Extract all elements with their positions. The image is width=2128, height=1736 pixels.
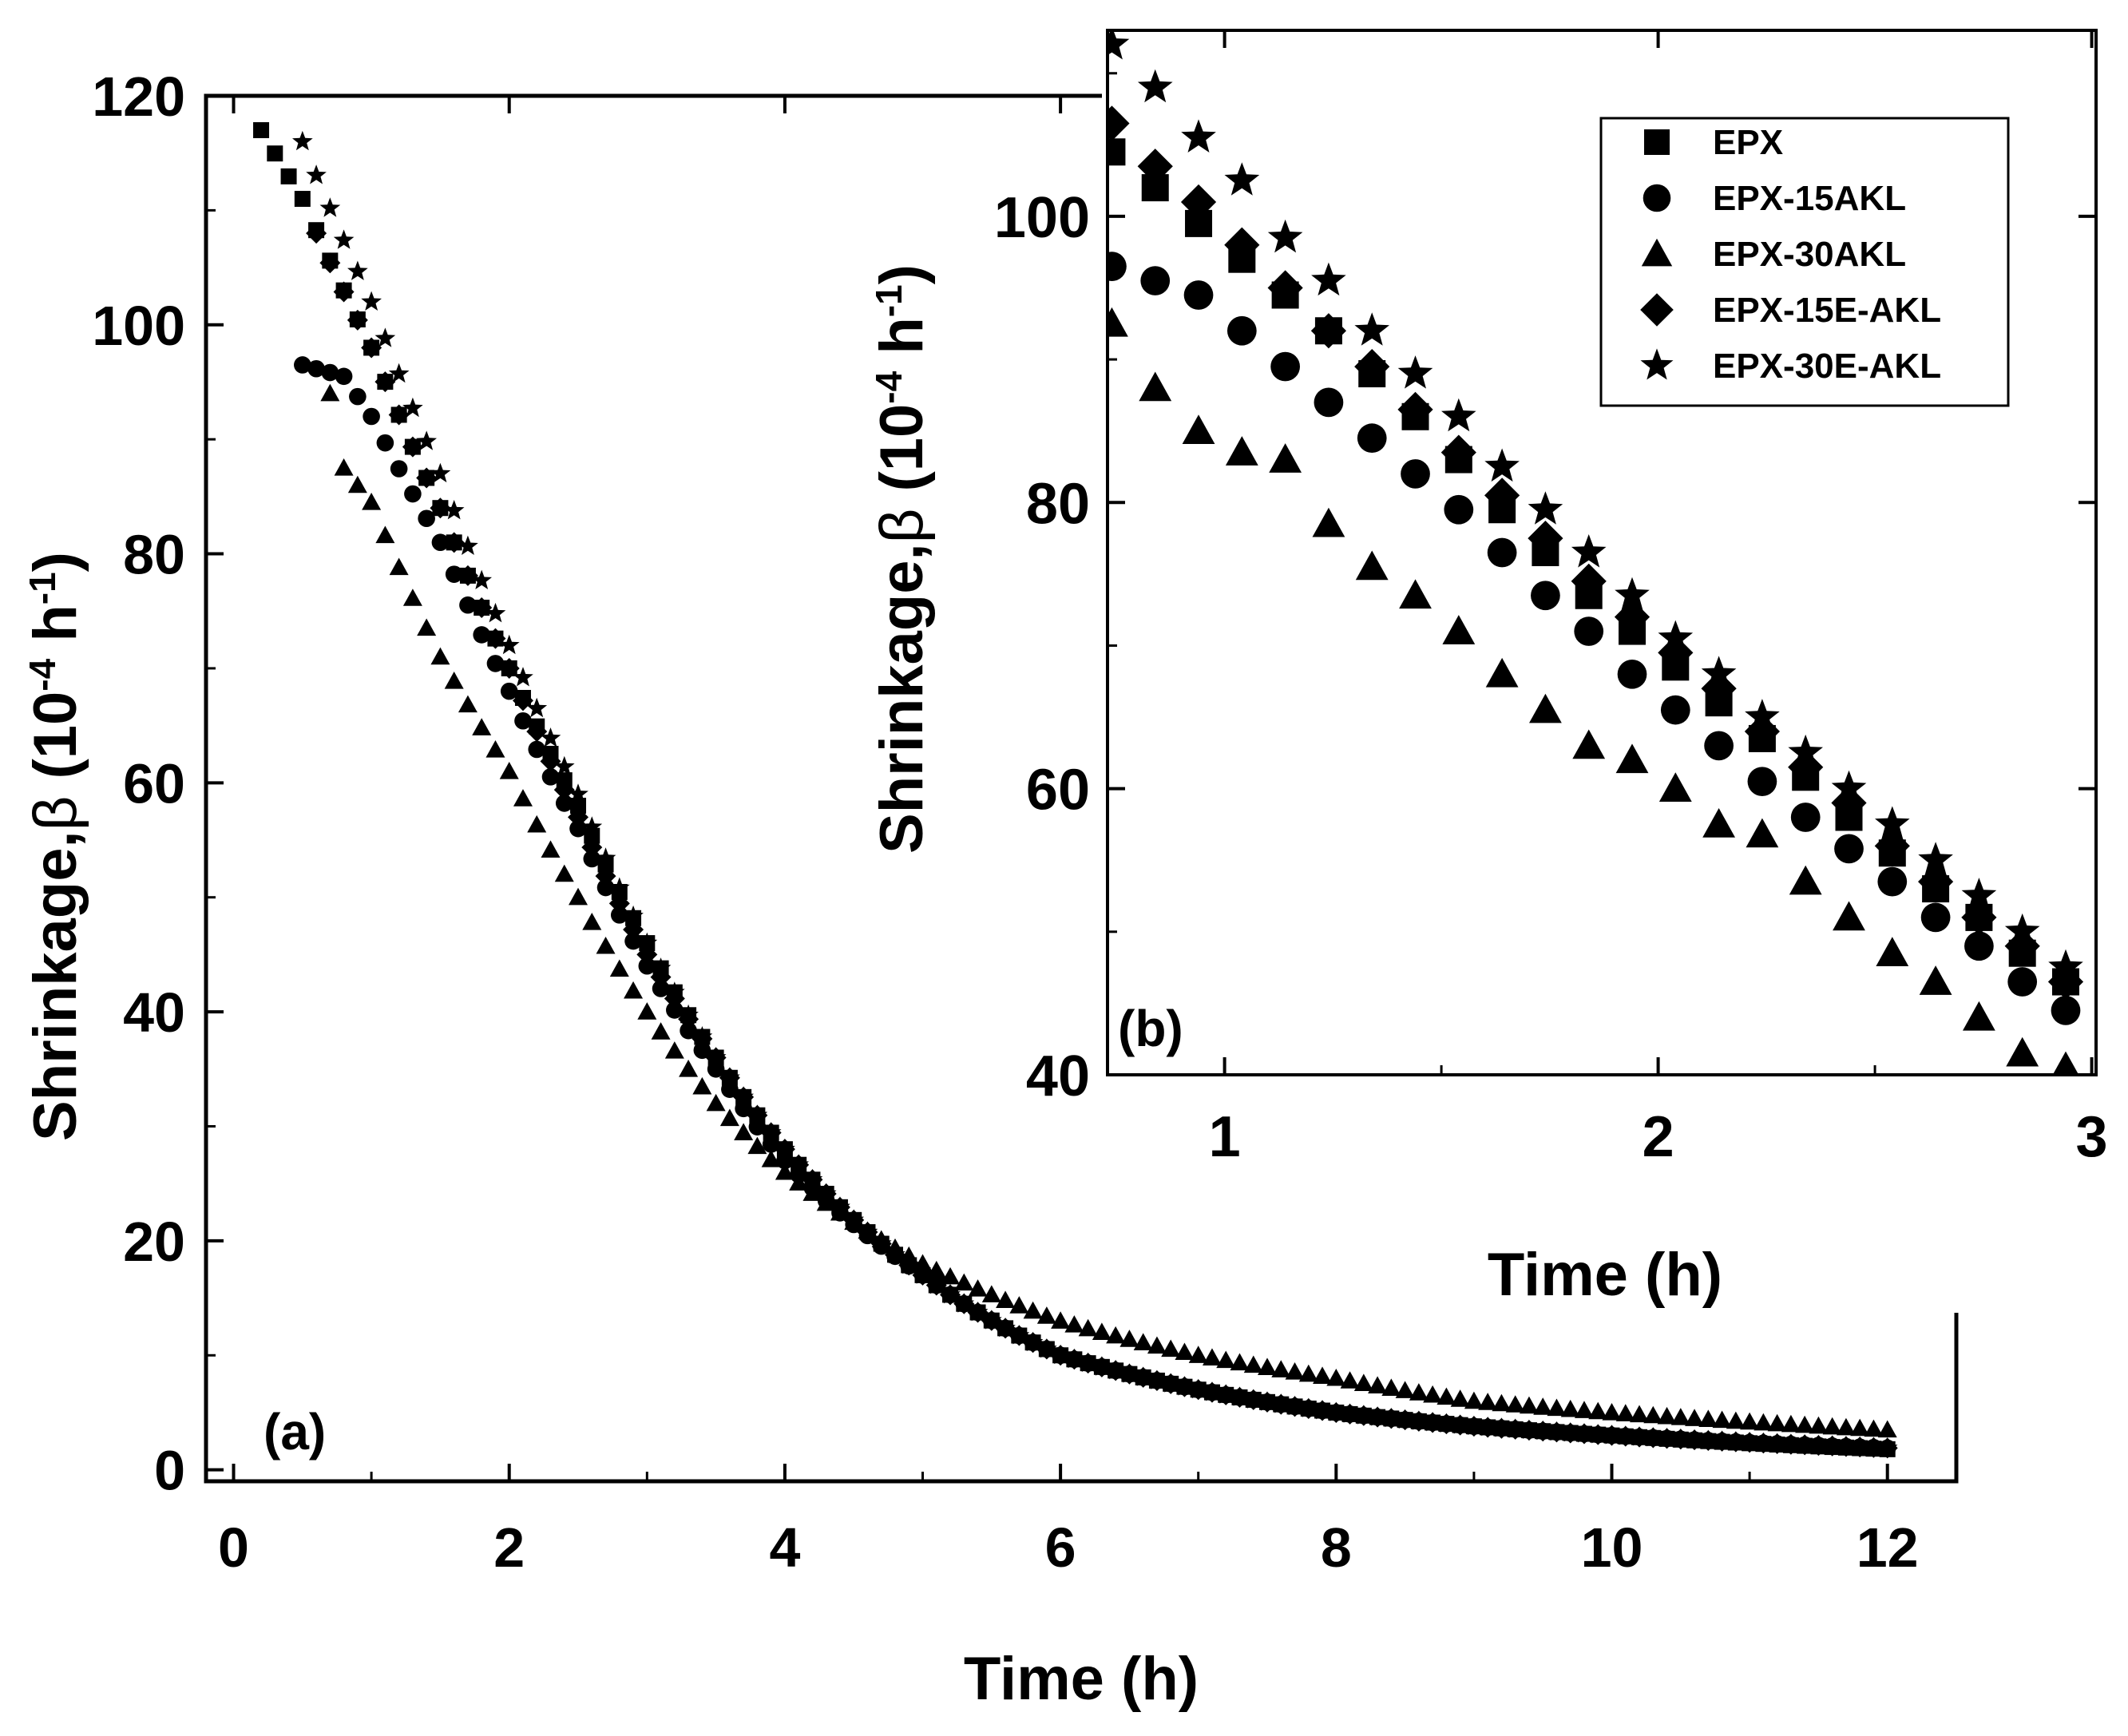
inset-y-axis-title: Shrinkage,β (10-4 h-1)	[868, 264, 936, 854]
inset-point-epx-15akl	[1401, 459, 1430, 489]
main-x-tick-label: 10	[1581, 1516, 1643, 1579]
main-x-tick-label: 0	[218, 1516, 249, 1579]
inset-point-epx-15akl	[1661, 696, 1690, 725]
inset-panel-label: (b)	[1118, 1000, 1183, 1057]
main-y-tick-label: 0	[154, 1440, 185, 1502]
legend-label-epx-15akl: EPX-15AKL	[1713, 179, 1906, 218]
inset-y-tick-label: 60	[1026, 759, 1090, 822]
legend-label-epx-30e-akl: EPX-30E-AKL	[1713, 347, 1941, 386]
inset-point-epx-15akl	[1748, 767, 1777, 796]
legend: EPX EPX-15AKL EPX-30AKL EPX-15E-AKL EPX-…	[1601, 118, 2008, 406]
legend-marker-epx-15akl	[1643, 184, 1671, 212]
inset-point-epx-15akl	[1877, 867, 1907, 897]
main-x-tick-label: 12	[1857, 1516, 1919, 1579]
main-x-tick-label: 4	[769, 1516, 800, 1579]
main-point-epx	[267, 145, 283, 161]
inset-x-tick-label: 2	[1643, 1105, 1674, 1169]
inset-point-epx-15akl	[1227, 316, 1257, 346]
inset-point-epx-15akl	[2051, 996, 2081, 1025]
main-point-epx	[281, 168, 297, 184]
main-point-epx-15akl	[528, 741, 545, 759]
main-point-epx-15akl	[390, 460, 408, 478]
inset-point-epx-15akl	[1140, 266, 1170, 295]
inset-y-title-exp1: -4	[868, 371, 909, 403]
inset-point-epx-15akl	[1531, 581, 1560, 610]
inset-point-epx-15akl	[1704, 731, 1734, 761]
inset-x-tick-label: 1	[1209, 1105, 1241, 1169]
main-point-epx-15akl	[418, 509, 435, 527]
main-y-title-symbol: β	[22, 796, 89, 831]
main-y-tick-label: 100	[92, 295, 185, 357]
inset-y-title-exp2: -1	[868, 284, 909, 317]
inset-point-epx-15akl	[1791, 803, 1821, 832]
main-point-epx	[253, 122, 269, 138]
main-panel-label: (a)	[264, 1403, 326, 1461]
main-y-tick-label: 120	[92, 65, 185, 128]
inset-y-title-symbol: β	[868, 509, 936, 544]
legend-label-epx-15e-akl: EPX-15E-AKL	[1713, 291, 1941, 330]
inset-point-epx-15akl	[1964, 931, 1994, 961]
inset-y-tick-label: 40	[1026, 1044, 1090, 1108]
main-x-axis-title: Time (h)	[964, 1645, 1199, 1713]
main-x-tick-label: 6	[1045, 1516, 1076, 1579]
main-x-tick-label: 2	[493, 1516, 525, 1579]
main-y-title-mid: h	[22, 604, 89, 659]
main-point-epx	[295, 191, 311, 207]
main-point-epx-15akl	[514, 712, 532, 730]
main-y-tick-label: 60	[123, 752, 185, 814]
inset-point-epx-15akl	[1270, 352, 1300, 382]
figure: 0 2 4 6 8 10 12 020406080100120 (a) Time (h) S…	[0, 0, 2128, 1736]
legend-marker-epx	[1644, 129, 1670, 155]
inset-point-epx-15akl	[1921, 903, 1951, 933]
main-y-axis-title: Shrinkage,β (10-4 h-1)	[22, 552, 89, 1141]
main-point-epx-15akl	[349, 388, 367, 406]
main-y-tick-label: 20	[123, 1211, 185, 1273]
inset-y-tick-label: 80	[1026, 472, 1090, 536]
inset-point-epx-15akl	[1184, 280, 1214, 310]
inset-point-epx-15akl	[1618, 660, 1647, 689]
main-y-tick-label: 80	[123, 524, 185, 586]
inset-point-epx-15akl	[1357, 423, 1387, 453]
main-point-epx-15akl	[501, 683, 518, 700]
legend-label-epx-30akl: EPX-30AKL	[1713, 235, 1906, 274]
inset-point-epx-15akl	[2007, 967, 2037, 997]
inset-point-epx-15akl	[1444, 495, 1473, 525]
inset-y-title-close: )	[868, 264, 936, 284]
main-y-title-prefix: Shrinkage,	[22, 830, 89, 1141]
main-y-title-exp2: -1	[22, 572, 63, 604]
inset-point-epx-15akl	[1574, 616, 1603, 646]
legend-label-epx: EPX	[1713, 123, 1783, 162]
main-y-tick-label: 40	[123, 981, 185, 1044]
inset-point-epx-15akl	[1488, 538, 1517, 568]
inset-y-title-prefix: Shrinkage,	[868, 543, 936, 854]
main-y-title-exp1: -4	[22, 658, 63, 691]
inset-x-axis-title: Time (h)	[1488, 1241, 1722, 1309]
main-x-tick-label: 8	[1321, 1516, 1352, 1579]
inset-y-tick-label: 100	[994, 186, 1090, 250]
inset-y-title-mid: h	[868, 317, 936, 371]
inset-point-epx-15akl	[1834, 834, 1864, 864]
main-y-title-unit: (10	[22, 692, 89, 779]
main-y-title-close: )	[22, 552, 89, 572]
inset-x-tick-label: 3	[2076, 1105, 2108, 1169]
inset-y-title-unit: (10	[868, 404, 936, 492]
main-point-epx-15akl	[363, 408, 380, 426]
main-point-epx-15akl	[377, 434, 394, 452]
inset-point-epx-15akl	[1314, 388, 1344, 418]
main-point-epx-15akl	[335, 368, 353, 386]
main-point-epx-15akl	[404, 486, 422, 503]
